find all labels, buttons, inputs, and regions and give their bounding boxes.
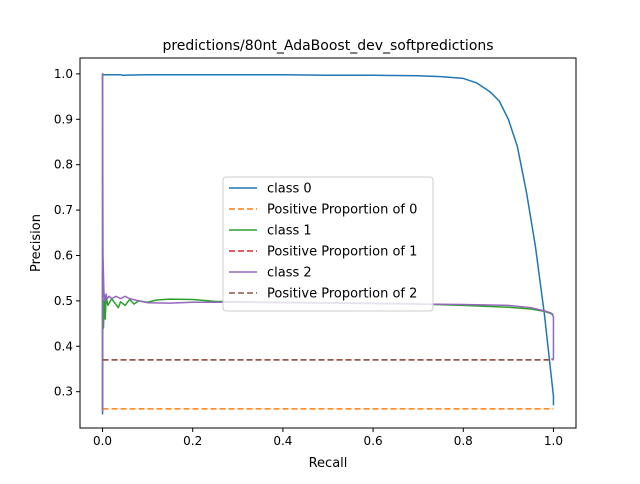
series-line-4 <box>101 73 555 413</box>
legend-label: class 0 <box>267 182 312 197</box>
legend-label: class 1 <box>267 224 312 239</box>
x-tick-label: 0.6 <box>364 434 383 448</box>
x-axis-label: Recall <box>309 456 348 471</box>
y-tick-label: 0.9 <box>54 112 73 126</box>
legend: class 0 Positive Proportion of 0 class 1 Po… <box>222 176 434 312</box>
x-tick-label: 0.2 <box>183 434 202 448</box>
x-tick-label: 0.0 <box>93 434 112 448</box>
y-tick-label: 0.5 <box>54 294 73 308</box>
y-axis: 0.3 0.4 0.5 0.6 0.7 0.8 0.9 1.0 <box>54 67 80 399</box>
legend-label: Positive Proportion of 1 <box>267 245 417 260</box>
y-tick-label: 0.7 <box>54 203 73 217</box>
legend-box <box>222 176 434 312</box>
y-tick-label: 0.6 <box>54 248 73 262</box>
plot-frame <box>79 57 577 429</box>
x-tick-label: 0.8 <box>454 434 473 448</box>
y-axis-label: Precision <box>29 214 44 272</box>
y-tick-label: 0.4 <box>54 339 73 353</box>
legend-label: Positive Proportion of 2 <box>267 287 417 302</box>
legend-label: class 2 <box>267 266 312 281</box>
legend-label: Positive Proportion of 0 <box>267 203 417 218</box>
x-tick-label: 0.4 <box>273 434 292 448</box>
y-tick-label: 0.8 <box>54 158 73 172</box>
chart-title: predictions/80nt_AdaBoost_dev_softpredic… <box>162 38 493 54</box>
x-axis: 0.0 0.2 0.4 0.6 0.8 1.0 <box>93 428 563 448</box>
y-tick-label: 0.3 <box>54 385 73 399</box>
y-tick-label: 1.0 <box>54 67 73 81</box>
series-line-0 <box>101 73 555 415</box>
x-tick-label: 1.0 <box>544 434 563 448</box>
